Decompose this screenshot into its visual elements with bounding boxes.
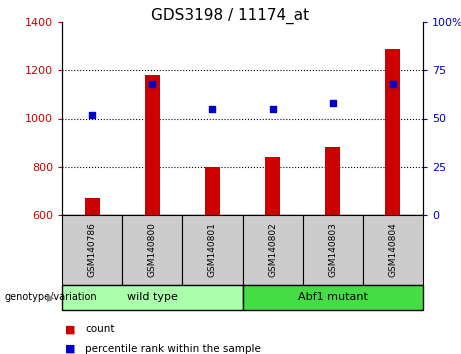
Text: GSM140802: GSM140802: [268, 223, 277, 278]
Text: GSM140800: GSM140800: [148, 223, 157, 278]
Point: [389, 81, 396, 87]
Point: [148, 81, 156, 87]
Text: wild type: wild type: [127, 292, 177, 303]
Text: percentile rank within the sample: percentile rank within the sample: [85, 344, 261, 354]
Point: [269, 106, 276, 112]
Point: [209, 106, 216, 112]
Text: Abf1 mutant: Abf1 mutant: [298, 292, 368, 303]
Point: [329, 100, 337, 106]
Bar: [325, 148, 340, 215]
Text: ■: ■: [65, 344, 75, 354]
Text: GSM140804: GSM140804: [389, 223, 397, 278]
Text: GSM140786: GSM140786: [88, 223, 97, 278]
Text: count: count: [85, 325, 115, 335]
Text: GSM140801: GSM140801: [208, 223, 217, 278]
Text: GSM140803: GSM140803: [328, 223, 337, 278]
Bar: [205, 167, 220, 215]
Text: ■: ■: [65, 325, 75, 335]
Text: genotype/variation: genotype/variation: [5, 292, 97, 303]
Text: GDS3198 / 11174_at: GDS3198 / 11174_at: [151, 8, 310, 24]
Text: ▶: ▶: [47, 292, 54, 303]
Bar: [385, 48, 401, 215]
Bar: [145, 75, 160, 215]
Bar: [84, 198, 100, 215]
Bar: [265, 157, 280, 215]
Point: [89, 112, 96, 118]
